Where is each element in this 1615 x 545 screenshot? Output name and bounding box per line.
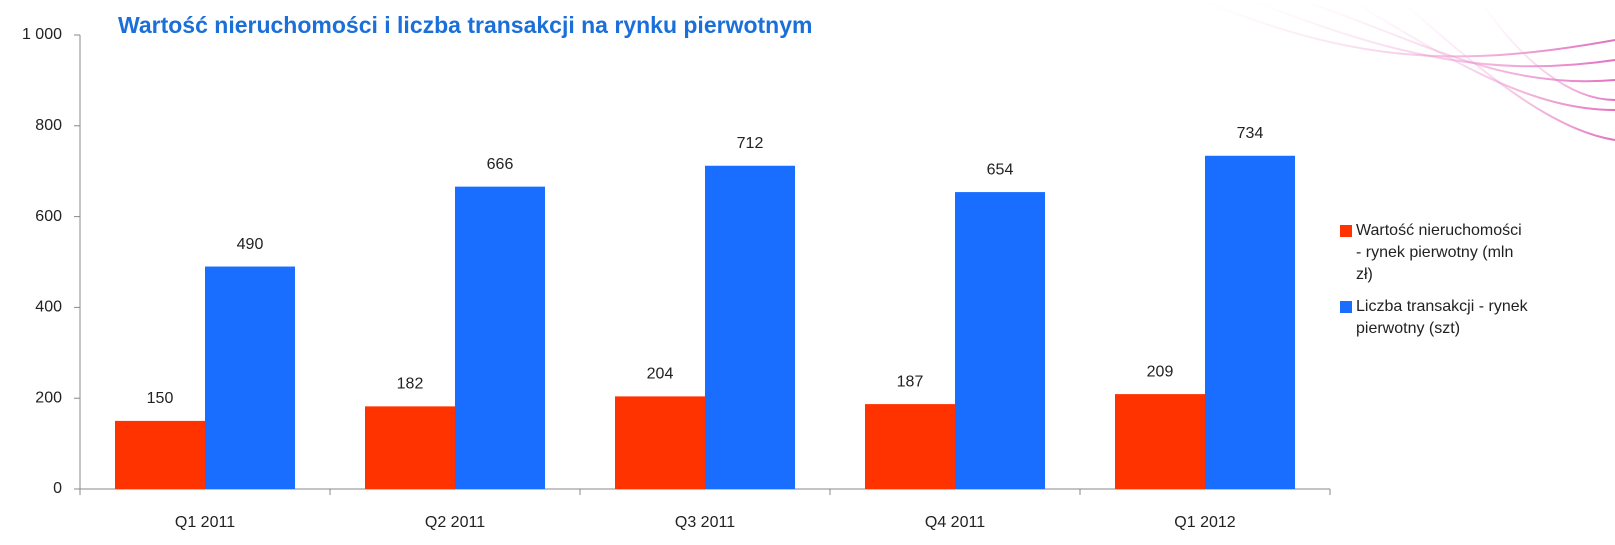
x-tick-label: Q2 2011 — [425, 514, 485, 531]
data-label: 712 — [737, 135, 764, 152]
bar — [615, 396, 705, 489]
bar — [955, 192, 1045, 490]
x-tick-label: Q4 2011 — [925, 514, 985, 531]
x-tick-label: Q1 2012 — [1174, 514, 1235, 531]
y-tick-label: 200 — [35, 389, 62, 406]
y-tick-label: 800 — [35, 117, 62, 134]
data-label: 654 — [987, 161, 1014, 178]
x-tick-label: Q1 2011 — [175, 514, 235, 531]
bar — [205, 266, 295, 489]
x-tick-label: Q3 2011 — [675, 514, 735, 531]
data-label: 666 — [487, 156, 514, 173]
bar — [705, 165, 795, 489]
legend-item: Liczba transakcji - rynek pierwotny (szt… — [1340, 296, 1530, 340]
decoration — [1199, 0, 1615, 141]
legend-swatch — [1340, 225, 1352, 237]
legend: Wartość nieruchomości - rynek pierwotny … — [1340, 220, 1530, 350]
data-label: 150 — [147, 390, 174, 407]
data-label: 182 — [397, 376, 424, 393]
bar — [1205, 155, 1295, 489]
legend-label: Wartość nieruchomości - rynek pierwotny … — [1356, 222, 1522, 283]
y-tick-label: 400 — [35, 299, 62, 316]
y-tick-label: 0 — [53, 480, 62, 497]
bar — [115, 420, 205, 489]
data-label: 490 — [237, 236, 264, 253]
legend-item: Wartość nieruchomości - rynek pierwotny … — [1340, 220, 1530, 286]
data-label: 209 — [1147, 363, 1174, 380]
y-tick-label: 600 — [35, 208, 62, 225]
legend-swatch — [1340, 301, 1352, 313]
data-label: 204 — [647, 366, 674, 383]
data-label: 734 — [1237, 125, 1264, 142]
legend-label: Liczba transakcji - rynek pierwotny (szt… — [1356, 298, 1528, 337]
bar — [455, 186, 545, 490]
chart-title: Wartość nieruchomości i liczba transakcj… — [118, 12, 812, 38]
bar — [1115, 394, 1205, 489]
bar — [865, 404, 955, 489]
data-label: 187 — [897, 373, 924, 390]
bar — [365, 406, 455, 489]
y-tick-label: 1 000 — [22, 26, 62, 43]
